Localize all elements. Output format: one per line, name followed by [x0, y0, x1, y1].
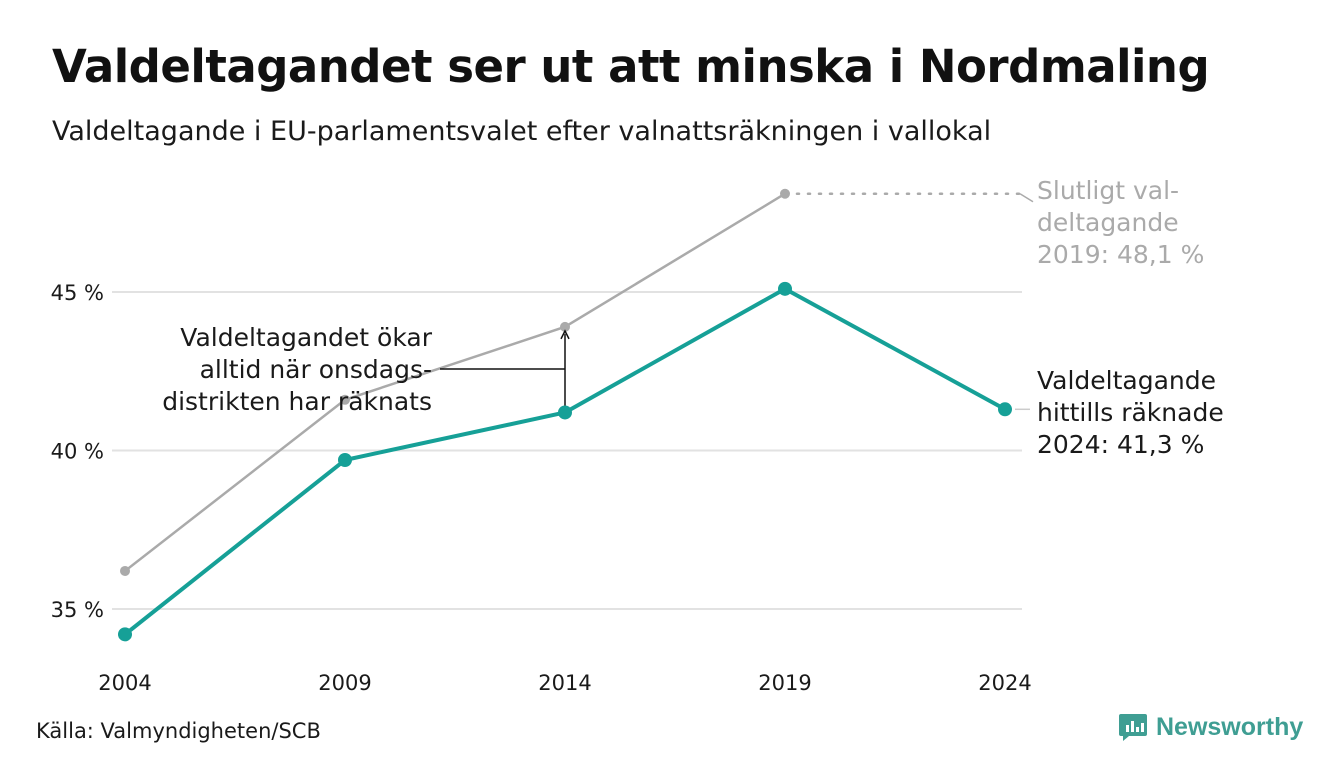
newsworthy-logo: Newsworthy: [1118, 712, 1303, 742]
annotation-wednesday-line: Valdeltagandet ökar: [180, 323, 432, 352]
annotation-final-2019-line: Slutligt val-: [1037, 176, 1179, 205]
counted-turnout-series: [118, 281, 1012, 642]
grid-lines: [112, 291, 1022, 610]
annotation-arrow-head: [560, 329, 570, 340]
annotation-final-2019: Slutligt val-deltagande 2019: 48,1 %: [1037, 176, 1204, 269]
x-tick-label: 2004: [98, 671, 151, 695]
data-point-counted: [998, 402, 1012, 417]
y-tick-label: 40 %: [51, 440, 104, 464]
data-point-final: [340, 394, 350, 405]
annotation-wednesday-line: alltid när onsdags-: [200, 355, 432, 384]
series-line-final: [124, 192, 786, 572]
annotation-wednesday: Valdeltagandet ökar alltid när onsdags-di…: [162, 323, 432, 416]
chart-subtitle: Valdeltagande i EU-parlamentsvalet efter…: [52, 116, 992, 147]
x-tick-label: 2014: [538, 671, 591, 695]
brand-name: Newsworthy: [1156, 712, 1304, 741]
newsworthy-logo-icon: [1119, 714, 1147, 741]
y-tick-label: 35 %: [51, 598, 104, 622]
data-point-final: [120, 565, 130, 576]
annotation-wednesday-line: distrikten har räknats: [162, 387, 432, 416]
leader-final-2019-tick: [1019, 193, 1034, 203]
annotation-counted-2024-line: 2024: 41,3 %: [1037, 430, 1204, 459]
data-point-counted: [338, 453, 352, 468]
chart-title: Valdeltagandet ser ut att minska i Nordm…: [52, 40, 1210, 93]
source-note: Källa: Valmyndigheten/SCB: [36, 719, 321, 743]
data-point-final: [560, 321, 570, 332]
annotations: Slutligt val-deltagande 2019: 48,1 % Valde…: [162, 176, 1223, 459]
data-point-counted: [118, 627, 132, 642]
x-tick-label: 2024: [978, 671, 1031, 695]
final-turnout-series: [120, 188, 790, 576]
annotation-final-2019-line: deltagande: [1037, 208, 1179, 237]
annotation-counted-2024-line: hittills räknade: [1037, 398, 1224, 427]
annotation-final-2019-line: 2019: 48,1 %: [1037, 240, 1204, 269]
data-point-counted: [558, 405, 572, 420]
x-tick-label: 2009: [318, 671, 371, 695]
annotation-counted-2024: Valdeltagande hittills räknade 2024: 41,3 …: [1037, 366, 1224, 459]
data-point-counted: [778, 281, 792, 296]
annotation-counted-2024-line: Valdeltagande: [1037, 366, 1216, 395]
x-tick-label: 2019: [758, 671, 811, 695]
axis-labels: 35 % 40 % 45 % 2004 2009 2014 2019 2024: [51, 281, 1032, 695]
data-point-final: [780, 188, 790, 199]
y-tick-label: 45 %: [51, 281, 104, 305]
